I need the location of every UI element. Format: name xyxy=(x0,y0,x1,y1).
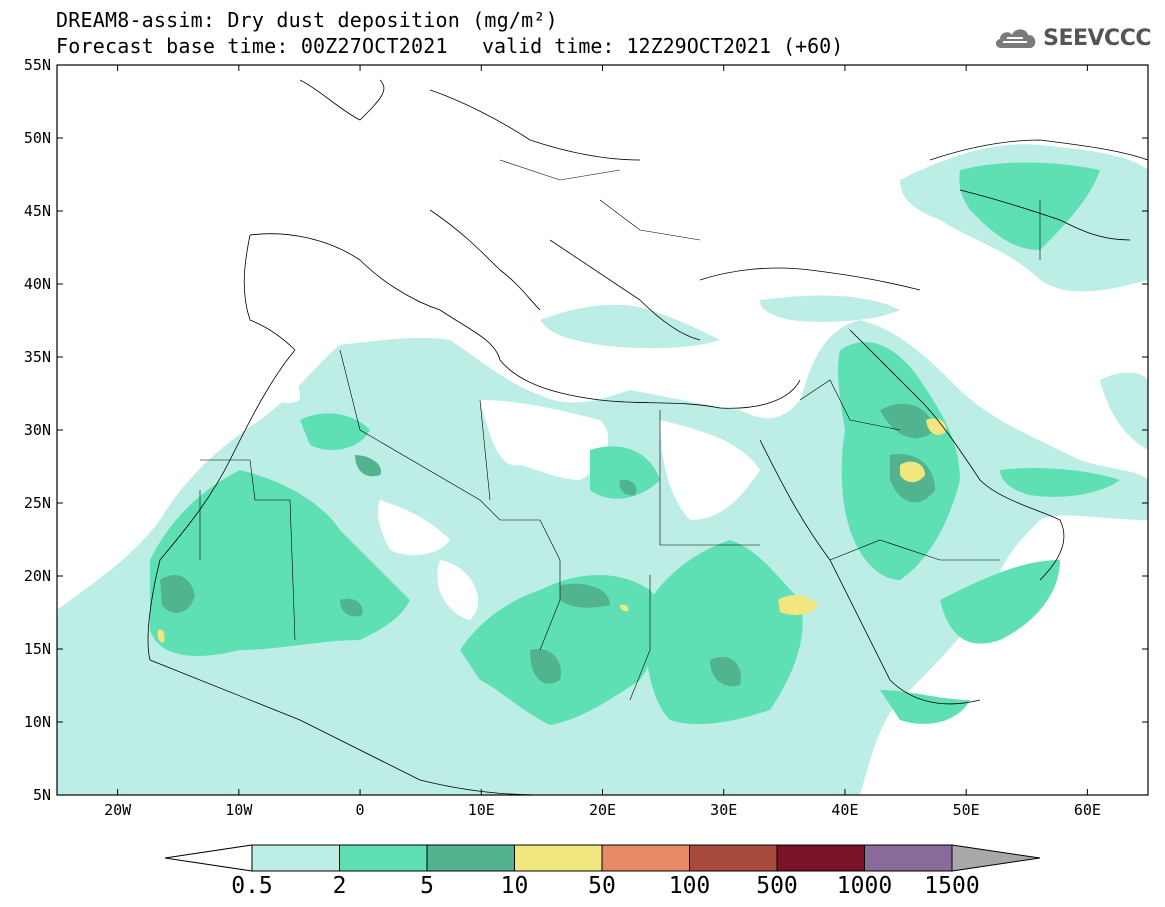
colorbar-over-arrow xyxy=(951,844,1041,872)
lat-tick-label: 45N xyxy=(24,202,51,220)
lon-tick-label: 10W xyxy=(225,801,253,819)
valid-time: valid time: 12Z29OCT2021 (+60) xyxy=(482,34,844,58)
colorbar-label: 0.5 xyxy=(231,873,273,899)
colorbar-label: 10 xyxy=(501,873,529,899)
lon-tick-label: 20E xyxy=(589,801,616,819)
colorbar-label: 500 xyxy=(756,873,798,899)
seevccc-logo: SEEVCCC xyxy=(993,24,1151,52)
lat-tick-label: 5N xyxy=(33,786,51,804)
lat-tick-label: 20N xyxy=(24,567,51,585)
lon-tick-label: 10E xyxy=(468,801,495,819)
band-none xyxy=(260,364,760,620)
lon-tick-label: 50E xyxy=(953,801,980,819)
colorbar-swatch xyxy=(339,844,428,872)
band-10 xyxy=(157,418,947,643)
colorbar-swatch xyxy=(689,844,778,872)
colorbar-label: 2 xyxy=(333,873,347,899)
lon-tick-label: 20W xyxy=(104,801,132,819)
lon-tick-label: 0 xyxy=(356,801,365,819)
colorbar-label: 1500 xyxy=(924,873,979,899)
lat-tick-label: 40N xyxy=(24,275,51,293)
colorbar-swatch xyxy=(251,844,340,872)
colorbar-label: 100 xyxy=(669,873,711,899)
colorbar-label: 50 xyxy=(588,873,616,899)
lat-tick-label: 10N xyxy=(24,713,51,731)
coastlines xyxy=(147,79,1148,795)
colorbar-label: 1000 xyxy=(837,873,892,899)
lon-tick-label: 60E xyxy=(1074,801,1101,819)
colorbar-swatch xyxy=(426,844,515,872)
country-borders xyxy=(199,159,1041,701)
lat-tick-label: 15N xyxy=(24,640,51,658)
latitude-axis: 55N 50N 45N 40N 35N 30N 25N 20N 15N 10N 5N xyxy=(24,56,1148,804)
deposition-fields xyxy=(57,144,1148,795)
map-title: DREAM8-assim: Dry dust deposition (mg/m²… xyxy=(56,8,558,32)
colorbar: 0.5 2 5 10 50 100 500 1000 1500 xyxy=(164,844,1041,899)
logo-text: SEEVCCC xyxy=(1043,25,1151,51)
cloud-icon xyxy=(996,29,1036,48)
lon-tick-label: 40E xyxy=(831,801,858,819)
colorbar-swatch xyxy=(776,844,865,872)
lat-tick-label: 25N xyxy=(24,494,51,512)
colorbar-swatch xyxy=(514,844,603,872)
colorbar-swatch xyxy=(601,844,690,872)
lat-tick-label: 30N xyxy=(24,421,51,439)
lon-tick-label: 30E xyxy=(710,801,737,819)
lat-tick-label: 50N xyxy=(24,129,51,147)
lat-tick-label: 55N xyxy=(24,56,51,74)
colorbar-swatch xyxy=(864,844,953,872)
colorbar-under-arrow xyxy=(164,844,253,872)
forecast-base-time: Forecast base time: 00Z27OCT2021 xyxy=(56,34,448,58)
longitude-axis: 20W 10W 0 10E 20E 30E 40E 50E 60E xyxy=(104,65,1101,819)
colorbar-label: 5 xyxy=(420,873,434,899)
lat-tick-label: 35N xyxy=(24,348,51,366)
